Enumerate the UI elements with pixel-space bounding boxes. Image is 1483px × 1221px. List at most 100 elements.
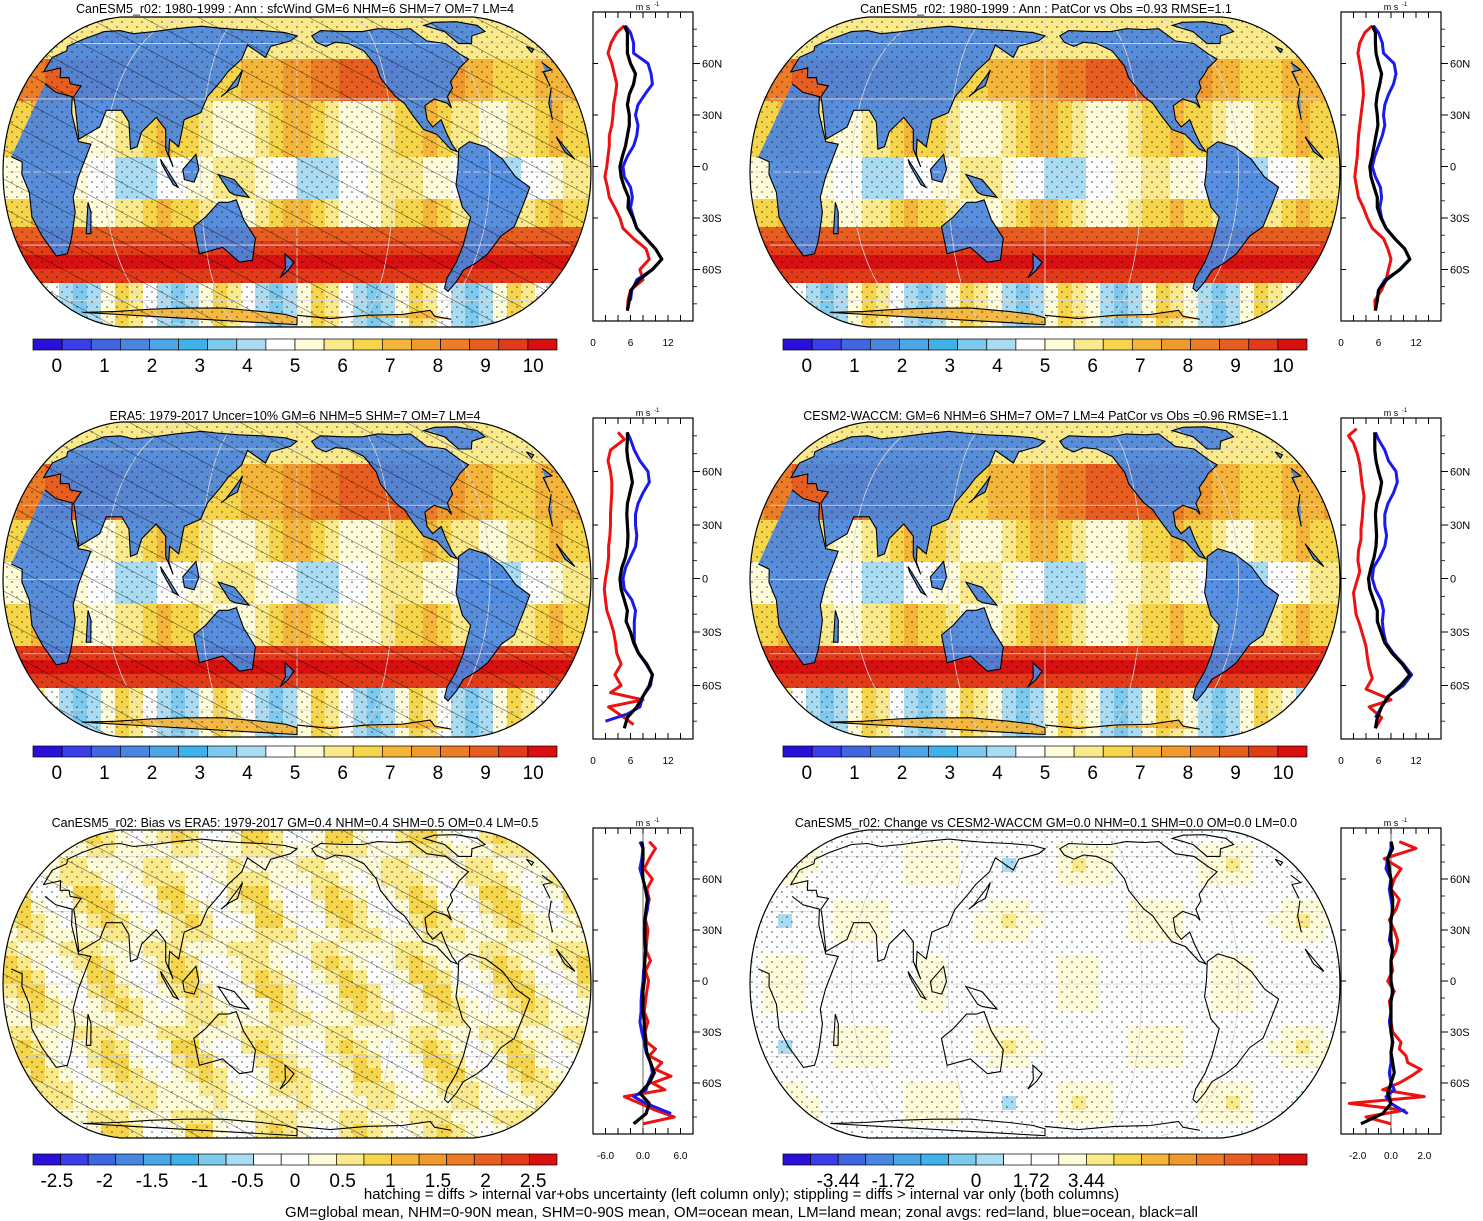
zonal-y-tick-label: 60N xyxy=(702,59,722,71)
world-map xyxy=(750,830,1340,1138)
footnote-hatching: hatching = diffs > internal var+obs unce… xyxy=(363,1186,1120,1203)
colorbar-swatch xyxy=(363,1153,392,1166)
colorbar-tick-label: 10 xyxy=(1273,356,1294,377)
colorbar-swatch xyxy=(811,745,842,758)
colorbar-swatch xyxy=(782,338,813,351)
colorbar-tick-label: -0.5 xyxy=(231,1171,264,1192)
antarctica-coastline xyxy=(82,717,452,736)
colorbar-swatch xyxy=(198,1153,227,1166)
footnote-legend: GM=global mean, NHM=0-90N mean, SHM=0-90… xyxy=(284,1204,1198,1221)
hatching-overlay xyxy=(3,17,591,327)
colorbar-tick-label: -1.5 xyxy=(136,1171,169,1192)
zonal-line-land xyxy=(1347,840,1426,1126)
sumatra-coastline xyxy=(159,566,180,597)
zonal-units-label: m s xyxy=(636,2,651,12)
colorbar-swatch xyxy=(899,338,929,351)
colorbar-swatch xyxy=(469,745,500,758)
colorbar-tick-label: -3.44 xyxy=(817,1171,861,1192)
colorbar-swatch xyxy=(323,745,354,758)
colorbar-swatch xyxy=(869,745,900,758)
australia-coastline xyxy=(193,199,256,263)
colorbar-swatch xyxy=(892,1153,922,1166)
southAmerica-coastline xyxy=(1192,141,1280,293)
colorbar-tick-label: 9 xyxy=(1230,356,1241,377)
panel-title: CanESM5_r02: Change vs CESM2-WACCM GM=0.… xyxy=(795,816,1297,830)
colorbar: 0 1 2 3 4 5 6 7 8 9 10 xyxy=(32,745,558,784)
southAmerica-coastline xyxy=(1192,548,1280,702)
zonal-x-tick-label: 0 xyxy=(590,756,596,767)
panel-title: CESM2-WACCM: GM=6 NHM=6 SHM=7 OM=7 LM=4 … xyxy=(803,409,1289,423)
colorbar-swatch xyxy=(178,745,209,758)
colorbar-swatch xyxy=(1131,338,1162,351)
colorbar-tick-label: 1 xyxy=(99,356,110,377)
colorbar-tick-label: 0 xyxy=(290,1171,301,1192)
colorbar-swatch xyxy=(236,745,267,758)
colorbar-swatch xyxy=(207,338,238,351)
colorbar-swatch xyxy=(1161,338,1191,351)
uk-coastline xyxy=(525,858,535,867)
colorbar-swatch xyxy=(381,745,412,758)
colorbar-swatch xyxy=(1131,745,1162,758)
colorbar-swatch xyxy=(87,1153,117,1166)
colorbar-tick-label: 9 xyxy=(1230,763,1241,784)
colorbar-swatch xyxy=(928,338,959,351)
colorbar-swatch xyxy=(119,338,150,351)
northAmerica-coastline xyxy=(1059,841,1219,966)
colorbar-swatch xyxy=(225,1153,254,1166)
zonal-line-all xyxy=(618,25,664,311)
colorbar-swatch xyxy=(1102,338,1133,351)
colorbar-swatch xyxy=(308,1153,337,1166)
colorbar-tick-label: 6 xyxy=(1087,356,1098,377)
colorbar-swatch xyxy=(323,338,354,351)
colorbar-swatch xyxy=(837,1153,867,1166)
colorbar-swatch xyxy=(294,745,325,758)
colorbar-tick-label: 2 xyxy=(897,763,908,784)
zonal-y-tick-label: 30N xyxy=(702,520,722,532)
colorbar-tick-label: 3 xyxy=(944,356,955,377)
colorbar-swatch xyxy=(1190,338,1221,351)
colorbar-tick-label: 8 xyxy=(433,763,444,784)
colorbar-tick-label: 2 xyxy=(897,356,908,377)
southAmerica-coastline xyxy=(443,953,531,1104)
colorbar-tick-label: -1 xyxy=(191,1171,208,1192)
colorbar-tick-label: 0 xyxy=(52,763,63,784)
colorbar-tick-label: 1.72 xyxy=(1013,1171,1050,1192)
japan-coastline xyxy=(968,882,991,910)
zonal-units-label: m s xyxy=(636,818,651,828)
eurasia-coastline xyxy=(789,430,1302,575)
colorbar-swatch xyxy=(501,1153,530,1166)
colorbar-tick-label: 5 xyxy=(290,763,301,784)
colorbar-tick-label: -1.72 xyxy=(872,1171,915,1192)
zonal-y-tick-label: 60N xyxy=(1450,874,1470,886)
colorbar-swatch xyxy=(253,1153,282,1166)
colorbar-tick-label: 0.5 xyxy=(329,1171,355,1192)
sumatra-coastline xyxy=(159,971,180,1001)
newGuinea-coastline xyxy=(216,985,251,1010)
colorbar: 0 1 2 3 4 5 6 7 8 9 10 xyxy=(782,338,1308,377)
colorbar-tick-label: 10 xyxy=(523,763,544,784)
zonal-x-tick-label: 2.0 xyxy=(1417,1151,1431,1162)
zonal-units-exponent: -1 xyxy=(654,818,660,824)
zonal-x-tick-label: -6.0 xyxy=(597,1151,615,1162)
japan-coastline xyxy=(220,69,244,98)
colorbar-tick-label: 5 xyxy=(290,356,301,377)
map-border xyxy=(749,16,1341,328)
colorbar-tick-label: 4 xyxy=(992,356,1003,377)
colorbar-tick-label: 6 xyxy=(337,763,348,784)
colorbar-swatch xyxy=(1277,745,1308,758)
zonal-y-tick-label: 30N xyxy=(1450,110,1470,122)
australia-coastline xyxy=(940,199,1004,263)
zonal-line-land xyxy=(1347,427,1393,730)
zonal-y-tick-label: 0 xyxy=(1450,976,1456,988)
colorbar-swatch xyxy=(32,745,63,758)
zonal-y-tick-label: 30S xyxy=(702,1027,722,1039)
colorbar-swatch xyxy=(90,338,121,351)
colorbar-swatch xyxy=(280,1153,310,1166)
zonal-x-tick-label: 12 xyxy=(662,756,674,767)
zonal-y-tick-label: 60S xyxy=(1450,1078,1470,1090)
zonal-x-tick-label: 0 xyxy=(1338,756,1344,767)
antarctica-coastline xyxy=(830,1118,1200,1137)
zonal-units-exponent: -1 xyxy=(1402,408,1408,414)
colorbar-swatch xyxy=(469,338,500,351)
colorbar-swatch xyxy=(207,745,238,758)
